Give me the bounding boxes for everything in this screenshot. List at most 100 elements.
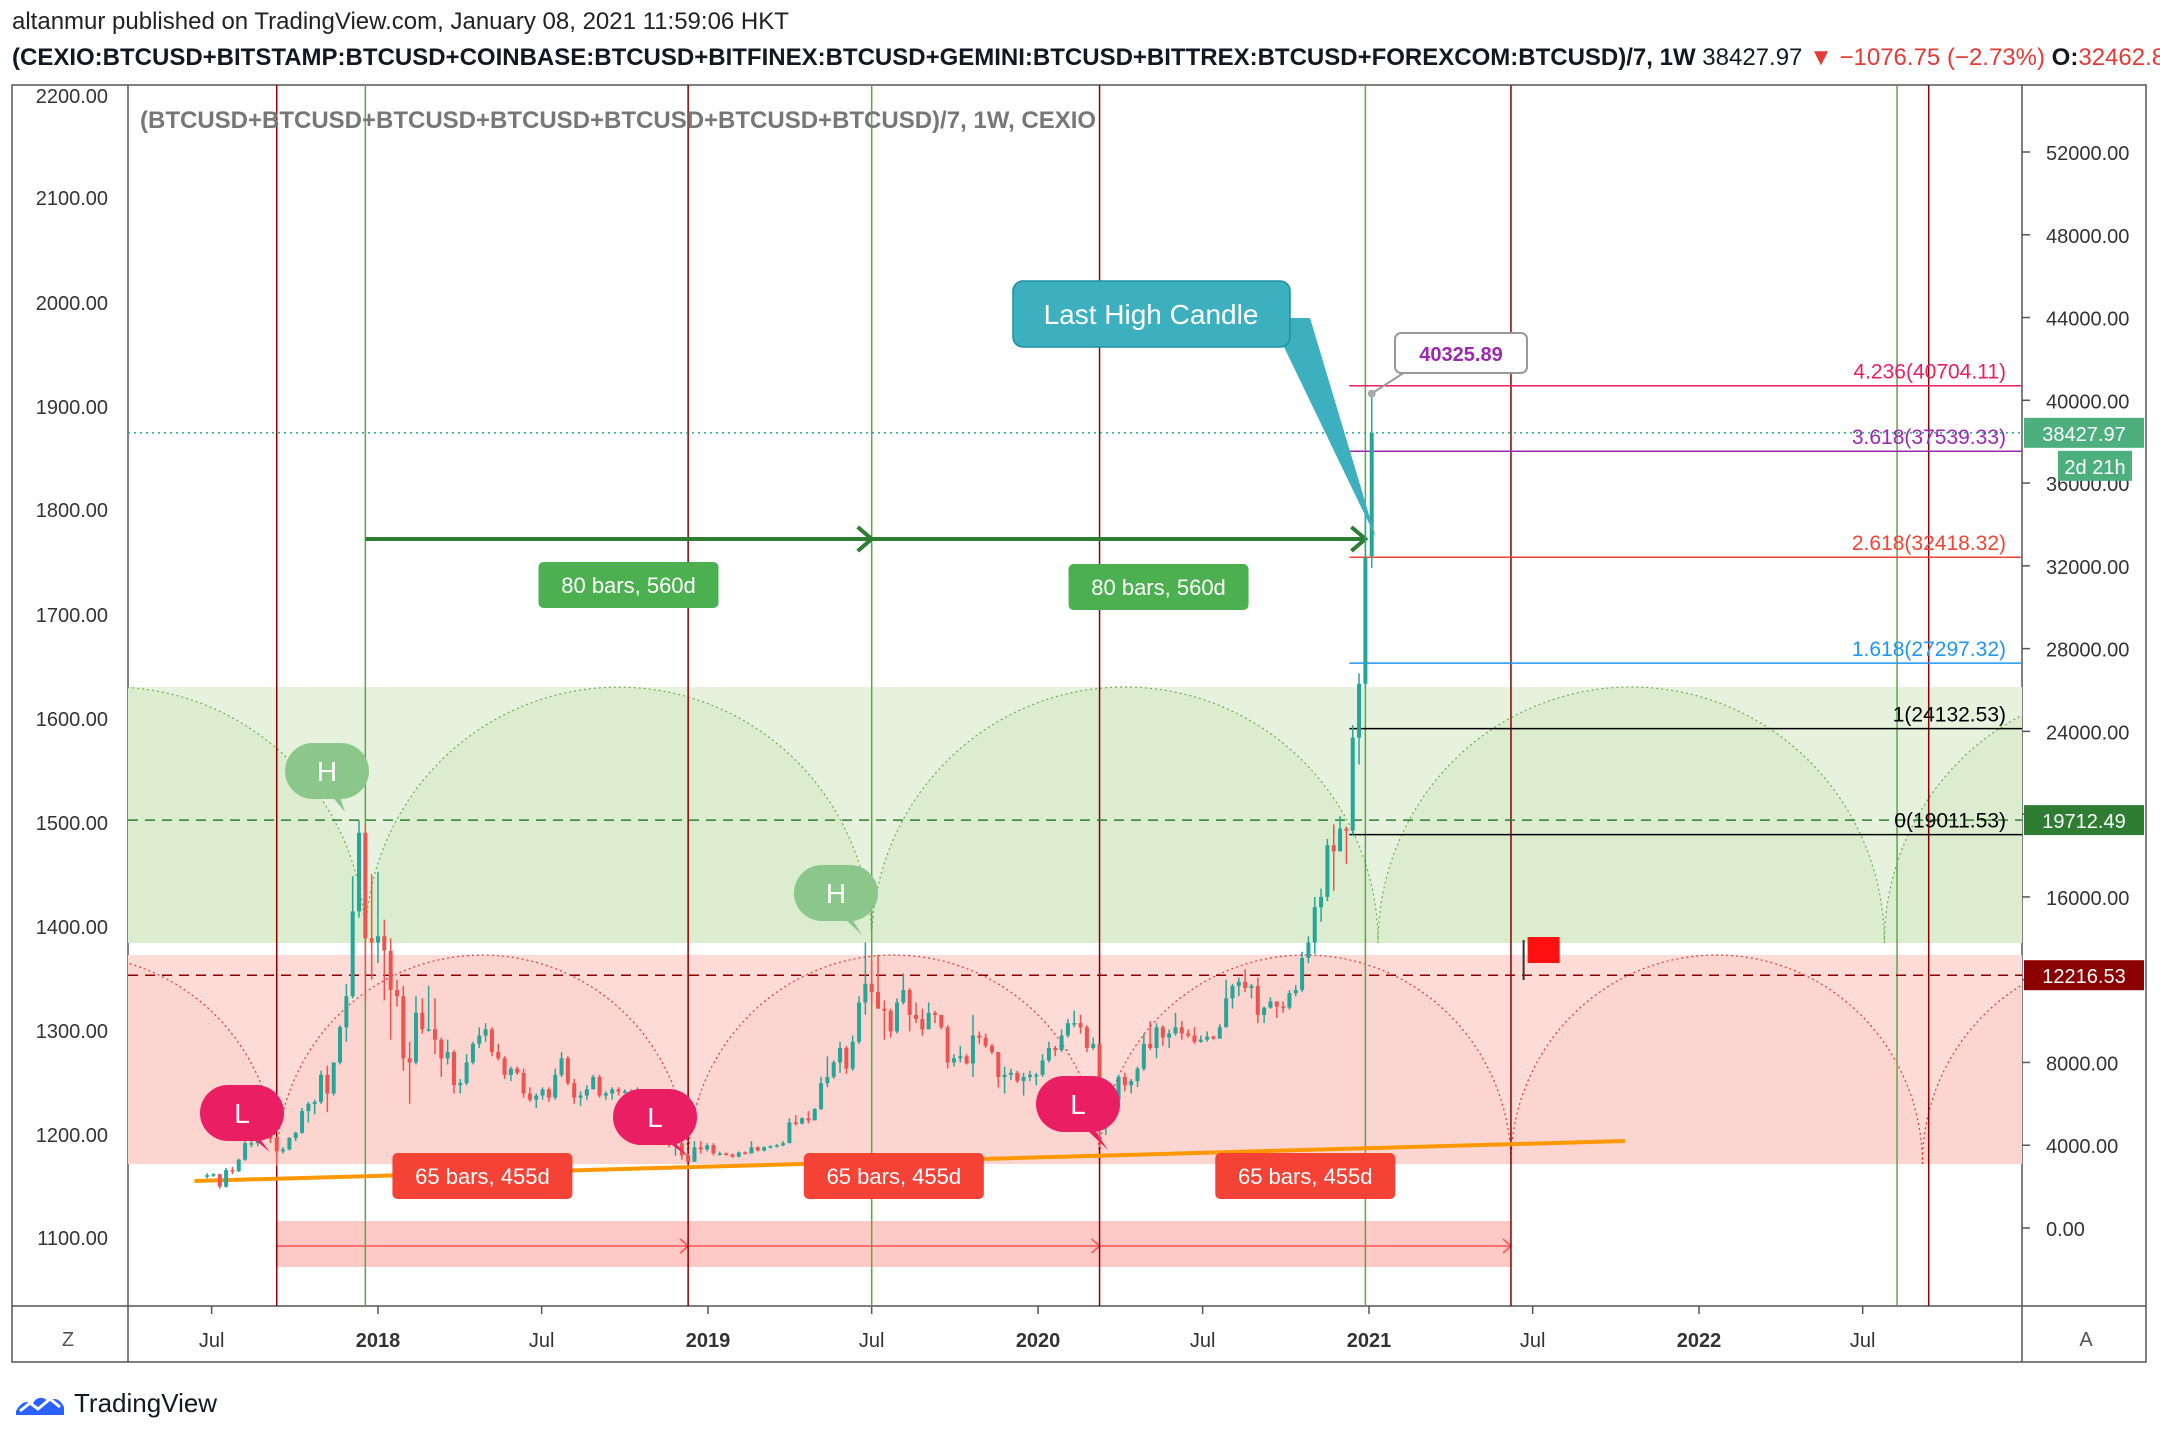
time-axis-tick: 2019 — [686, 1330, 731, 1352]
candle-body — [521, 1072, 526, 1094]
candle-body — [920, 1019, 925, 1030]
candle-body — [1224, 998, 1229, 1028]
last-high-pointer — [1270, 318, 1376, 538]
candle-body — [1338, 828, 1343, 852]
open-label: O: — [2051, 44, 2079, 71]
candle-body — [888, 1010, 893, 1032]
candle-body — [1078, 1023, 1083, 1028]
green-cycle-arc — [128, 686, 366, 944]
right-axis-tick: 4000.00 — [2046, 1136, 2118, 1158]
fib-level-label: 0(19011.53) — [1894, 810, 2006, 833]
candle-body — [306, 1103, 311, 1112]
candle-body — [989, 1045, 994, 1053]
left-axis-tick: 1400.00 — [36, 917, 108, 939]
candle-body — [243, 1143, 248, 1160]
low-marker-bg — [613, 1089, 697, 1145]
candle-body — [451, 1052, 456, 1086]
high-marker: H — [317, 756, 337, 787]
candle-body — [293, 1132, 298, 1138]
green-cycle-arc — [364, 686, 873, 944]
last-price: 38427.97 — [1702, 44, 1803, 71]
left-axis-tick: 2100.00 — [36, 188, 108, 210]
low-marker: L — [1070, 1089, 1086, 1120]
candle-body — [546, 1089, 551, 1098]
candle-body — [1072, 1023, 1077, 1025]
high-price-connector — [1371, 371, 1406, 395]
left-axis-tick: 1300.00 — [36, 1021, 108, 1043]
candle-body — [736, 1152, 741, 1157]
fib-level-label: 2.618(32418.32) — [1852, 532, 2006, 555]
candle-body — [983, 1037, 988, 1046]
candle-body — [439, 1039, 444, 1059]
candle-body — [951, 1058, 956, 1063]
candle-body — [819, 1083, 824, 1110]
right-axis-tick: 28000.00 — [2046, 640, 2129, 662]
symbol-name: (CEXIO:BTCUSD+BITSTAMP:BTCUSD+COINBASE:B… — [12, 44, 1696, 71]
candle-body — [217, 1174, 222, 1187]
candle-body — [540, 1089, 545, 1096]
right-axis-tick: 16000.00 — [2046, 888, 2129, 910]
auto-scale-button: A — [2079, 1329, 2093, 1351]
candle-body — [584, 1089, 589, 1096]
candle-body — [394, 990, 399, 997]
candle-body — [970, 1035, 975, 1064]
candle-body — [483, 1029, 488, 1036]
candle-body — [1173, 1027, 1178, 1034]
footer-brand[interactable]: TradingView — [14, 1388, 217, 1419]
candle-body — [496, 1052, 501, 1059]
green-cycle-arc — [1883, 714, 2022, 944]
candle-body — [844, 1047, 849, 1069]
time-axis-tick: Jul — [1190, 1330, 1216, 1352]
candle-body — [901, 990, 906, 1003]
candle-body — [705, 1145, 710, 1150]
candle-body — [1021, 1076, 1026, 1082]
candle-body — [1116, 1076, 1121, 1100]
last-high-callout-bg — [1012, 280, 1291, 348]
right-axis-tick: 48000.00 — [2046, 226, 2129, 248]
time-axis-tick: 2018 — [356, 1330, 401, 1352]
fib-level-label: 4.236(40704.11) — [1853, 361, 2006, 384]
low-marker: L — [647, 1102, 663, 1133]
candle-body — [502, 1058, 507, 1075]
candle-body — [1179, 1027, 1184, 1034]
candle-body — [426, 1029, 431, 1031]
candle-body — [996, 1052, 1001, 1077]
candle-body — [559, 1058, 564, 1075]
candle-body — [926, 1012, 931, 1030]
candle-body — [1008, 1072, 1013, 1075]
left-axis-tick: 1900.00 — [36, 397, 108, 419]
candle-body — [597, 1076, 602, 1096]
candle-body — [692, 1147, 697, 1162]
candle-body — [1211, 1036, 1216, 1039]
candle-body — [578, 1095, 583, 1098]
candle-body — [1300, 957, 1305, 991]
candle-body — [774, 1145, 779, 1147]
candle-body — [1059, 1035, 1064, 1051]
high-marker-bg — [285, 743, 369, 799]
open-price: 32462.83 — [2078, 44, 2160, 71]
low-marker: L — [234, 1098, 250, 1129]
candle-body — [281, 1149, 286, 1152]
candle-body — [1040, 1060, 1045, 1075]
candle-body — [1325, 845, 1330, 897]
green-range-label-bg — [538, 562, 719, 608]
candle-body — [413, 1012, 418, 1063]
candle-body — [211, 1174, 216, 1176]
candle-body — [369, 938, 374, 943]
red-cycle-arc — [1098, 954, 1512, 1165]
candle-body — [534, 1095, 539, 1100]
green-range-arrowhead — [856, 525, 875, 553]
price-tag-value: 38427.97 — [2042, 424, 2125, 446]
candle-body — [274, 1139, 279, 1152]
candle-body — [958, 1056, 963, 1059]
candle-body — [319, 1074, 324, 1102]
candle-body — [1160, 1027, 1165, 1038]
time-axis-tick: Jul — [199, 1330, 225, 1352]
candle-body — [964, 1056, 969, 1064]
green-cycle-arc — [871, 687, 1379, 944]
red-range-label-bg — [392, 1153, 573, 1199]
right-axis-tick: 40000.00 — [2046, 391, 2129, 413]
time-axis-tick: Jul — [1520, 1330, 1546, 1352]
candle-body — [1306, 942, 1311, 958]
